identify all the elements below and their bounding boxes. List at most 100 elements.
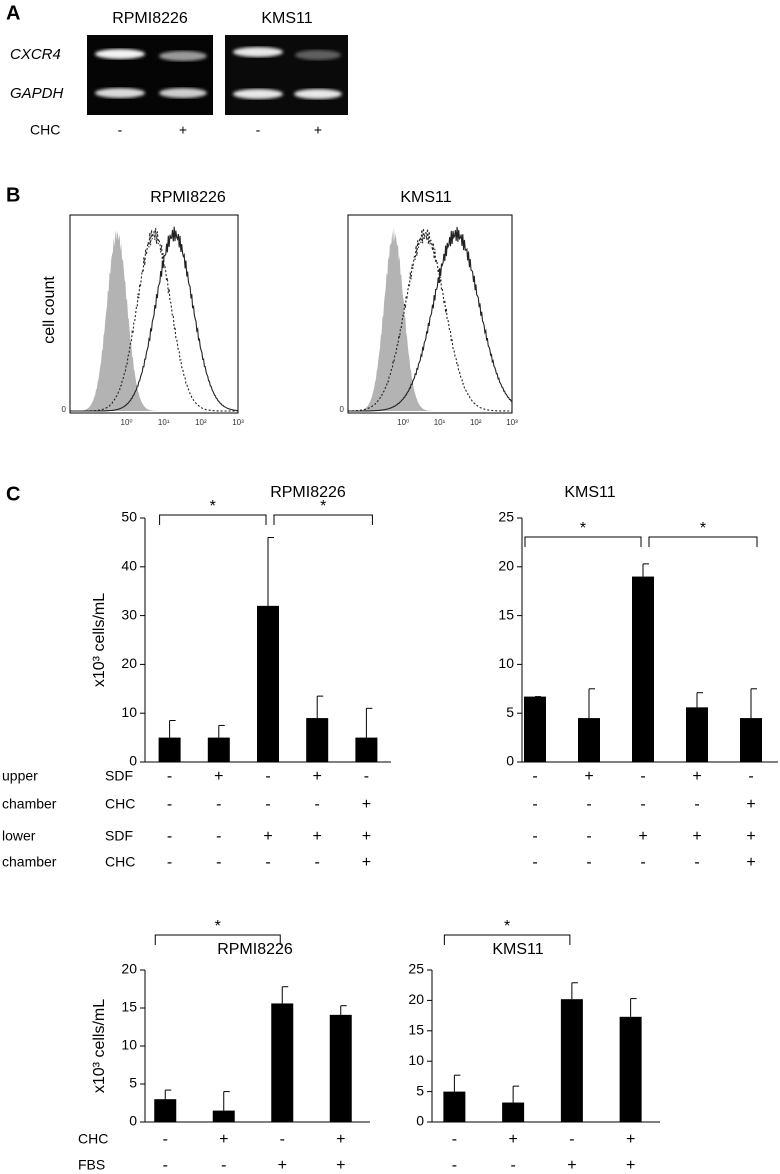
condition-mark: - <box>532 796 537 813</box>
x-tick-label: 10⁰ <box>121 418 133 427</box>
condition-mark: - <box>586 828 591 845</box>
gel-band <box>233 47 283 57</box>
chart-title: RPMI8226 <box>217 941 293 958</box>
y-tick-label: 5 <box>416 1082 424 1098</box>
x-tick-label: 10⁰ <box>397 418 409 427</box>
y-tick-label: 20 <box>498 558 514 574</box>
row-label: SDF <box>105 768 133 784</box>
condition-mark: + <box>362 828 371 845</box>
condition-mark: + <box>746 796 755 813</box>
bar <box>524 696 546 762</box>
x-tick-label: 10¹ <box>434 418 446 427</box>
flow-plot <box>347 214 513 414</box>
condition-mark: - <box>586 854 591 871</box>
gel-band <box>233 89 283 99</box>
panel-label: A <box>6 2 20 24</box>
condition-mark: - <box>167 796 172 813</box>
condition-mark: - <box>265 854 270 871</box>
histogram <box>348 226 513 412</box>
x-tick-label: 10² <box>470 418 482 427</box>
significance-label: * <box>580 520 586 537</box>
y-tick-label: 20 <box>408 991 424 1007</box>
condition-mark: - <box>167 828 172 845</box>
gel-band <box>95 49 145 59</box>
condition-mark: + <box>567 1157 576 1174</box>
gel-title: RPMI8226 <box>112 10 188 27</box>
y-tick-label: 10 <box>498 655 514 671</box>
y-tick-label: 25 <box>408 961 424 977</box>
gene-label: GAPDH <box>10 85 64 102</box>
condition-mark: - <box>532 828 537 845</box>
condition-mark: - <box>640 796 645 813</box>
condition-mark: - <box>163 1157 168 1174</box>
gel <box>225 35 348 115</box>
row-label: CHC <box>105 854 135 870</box>
bar <box>329 1014 352 1122</box>
row-group-label: upper <box>2 768 38 784</box>
condition-mark: + <box>638 828 647 845</box>
condition-mark: - <box>452 1157 457 1174</box>
bar <box>686 707 708 762</box>
significance-bracket <box>154 934 281 945</box>
y-tick-label: 0 <box>340 405 345 414</box>
condition: - <box>118 122 123 138</box>
panel-label: C <box>6 483 20 505</box>
significance-label: * <box>210 498 216 515</box>
bar <box>502 1102 525 1122</box>
row-group-label: chamber <box>2 854 57 870</box>
bar <box>271 1003 294 1122</box>
y-tick-label: 30 <box>121 606 137 622</box>
condition-mark: - <box>167 854 172 871</box>
significance-bracket <box>273 514 373 525</box>
condition-mark: - <box>167 768 172 785</box>
significance-label: * <box>700 520 706 537</box>
bar <box>355 737 378 762</box>
condition: - <box>256 122 261 138</box>
y-tick-label: 10 <box>121 704 137 720</box>
y-axis-label: x10³ cells/mL <box>91 593 108 687</box>
condition-mark: + <box>362 854 371 871</box>
x-tick-label: 10³ <box>232 418 244 427</box>
bar <box>632 576 654 762</box>
y-tick-label: 20 <box>121 961 137 977</box>
gene-label: CXCR4 <box>10 46 61 63</box>
x-tick-label: 10³ <box>506 418 518 427</box>
gel <box>87 35 213 115</box>
condition-mark: + <box>626 1131 635 1148</box>
condition: + <box>314 122 322 138</box>
condition-mark: - <box>216 828 221 845</box>
condition-mark: - <box>216 796 221 813</box>
y-tick-label: 15 <box>408 1022 424 1038</box>
condition-mark: + <box>313 828 322 845</box>
chart-title: KMS11 <box>564 484 615 501</box>
y-tick-label: 0 <box>129 1113 137 1129</box>
bar <box>443 1091 466 1122</box>
y-tick-label: 20 <box>121 655 137 671</box>
histogram <box>348 228 512 412</box>
condition-mark: + <box>508 1131 517 1148</box>
flow-title: RPMI8226 <box>150 189 226 206</box>
bar <box>740 718 762 762</box>
condition-mark: - <box>694 796 699 813</box>
y-tick-label: 25 <box>498 509 514 525</box>
gel-band <box>159 51 207 61</box>
histogram <box>70 228 238 412</box>
gel-title: KMS11 <box>261 10 312 27</box>
significance-label: * <box>320 498 326 515</box>
condition-mark: + <box>219 1131 228 1148</box>
y-tick-label: 0 <box>62 405 67 414</box>
condition-mark: + <box>692 828 701 845</box>
condition-mark: - <box>280 1131 285 1148</box>
bar <box>257 605 279 762</box>
x-tick-label: 10² <box>195 418 207 427</box>
isotype-histogram <box>348 226 512 411</box>
gel-band <box>159 88 207 98</box>
significance-bracket <box>159 514 267 525</box>
condition-mark: - <box>364 768 369 785</box>
condition-mark: - <box>586 796 591 813</box>
condition-mark: - <box>163 1131 168 1148</box>
condition-mark: - <box>569 1131 574 1148</box>
y-tick-label: 10 <box>408 1052 424 1068</box>
y-tick-label: 10 <box>121 1037 137 1053</box>
row-label: SDF <box>105 828 133 844</box>
